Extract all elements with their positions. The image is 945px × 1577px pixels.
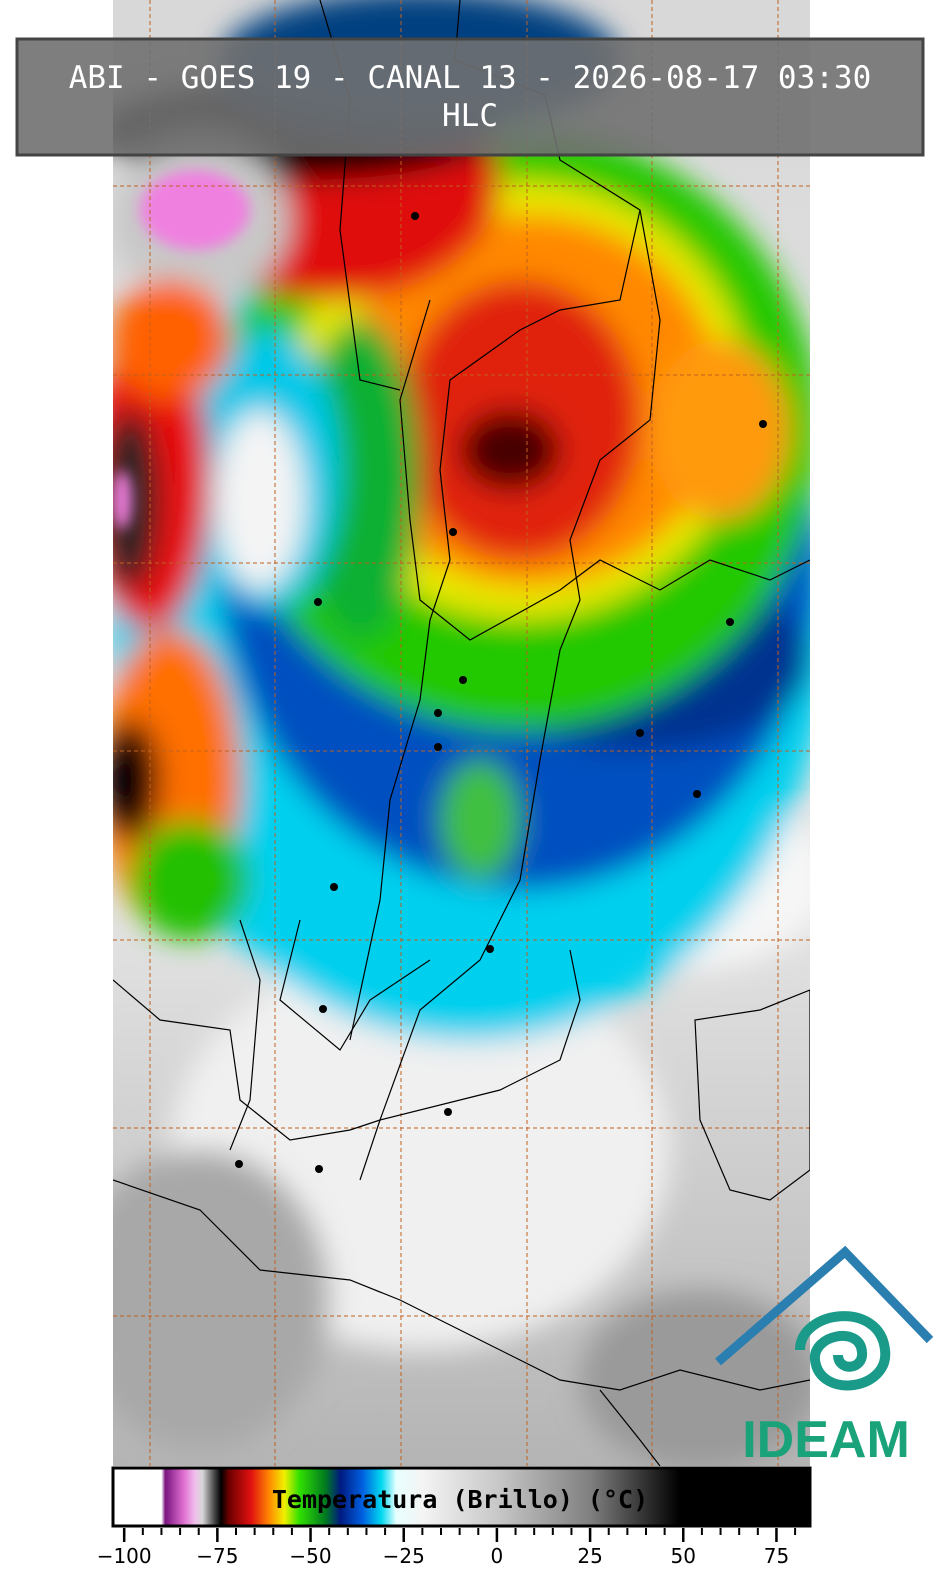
title-box — [15, 37, 925, 157]
colorbar-label: Temperatura (Brillo) (°C) — [272, 1485, 648, 1514]
logo-text: IDEAM — [742, 1411, 910, 1469]
city-markers — [235, 212, 767, 1173]
tick-label: −100 — [97, 1544, 152, 1568]
tick-label: 0 — [491, 1544, 504, 1568]
subtitle: HLC — [442, 98, 498, 134]
ideam-logo: IDEAM — [715, 1245, 934, 1469]
colorbar: Temperatura (Brillo) (°C) −100 −75 −50 −25 0… — [97, 1466, 812, 1568]
graticule — [113, 0, 810, 1466]
tick-label: 50 — [671, 1544, 696, 1568]
tick-label: 75 — [764, 1544, 789, 1568]
title: ABI - GOES 19 - CANAL 13 - 2026-08-17 03… — [69, 60, 872, 96]
tick-label: −25 — [383, 1544, 425, 1568]
tick-label: 25 — [577, 1544, 602, 1568]
colorbar-ramp — [111, 1466, 812, 1528]
satellite-image — [113, 0, 810, 1466]
tick-label: −50 — [289, 1544, 331, 1568]
tick-label: −75 — [196, 1544, 238, 1568]
